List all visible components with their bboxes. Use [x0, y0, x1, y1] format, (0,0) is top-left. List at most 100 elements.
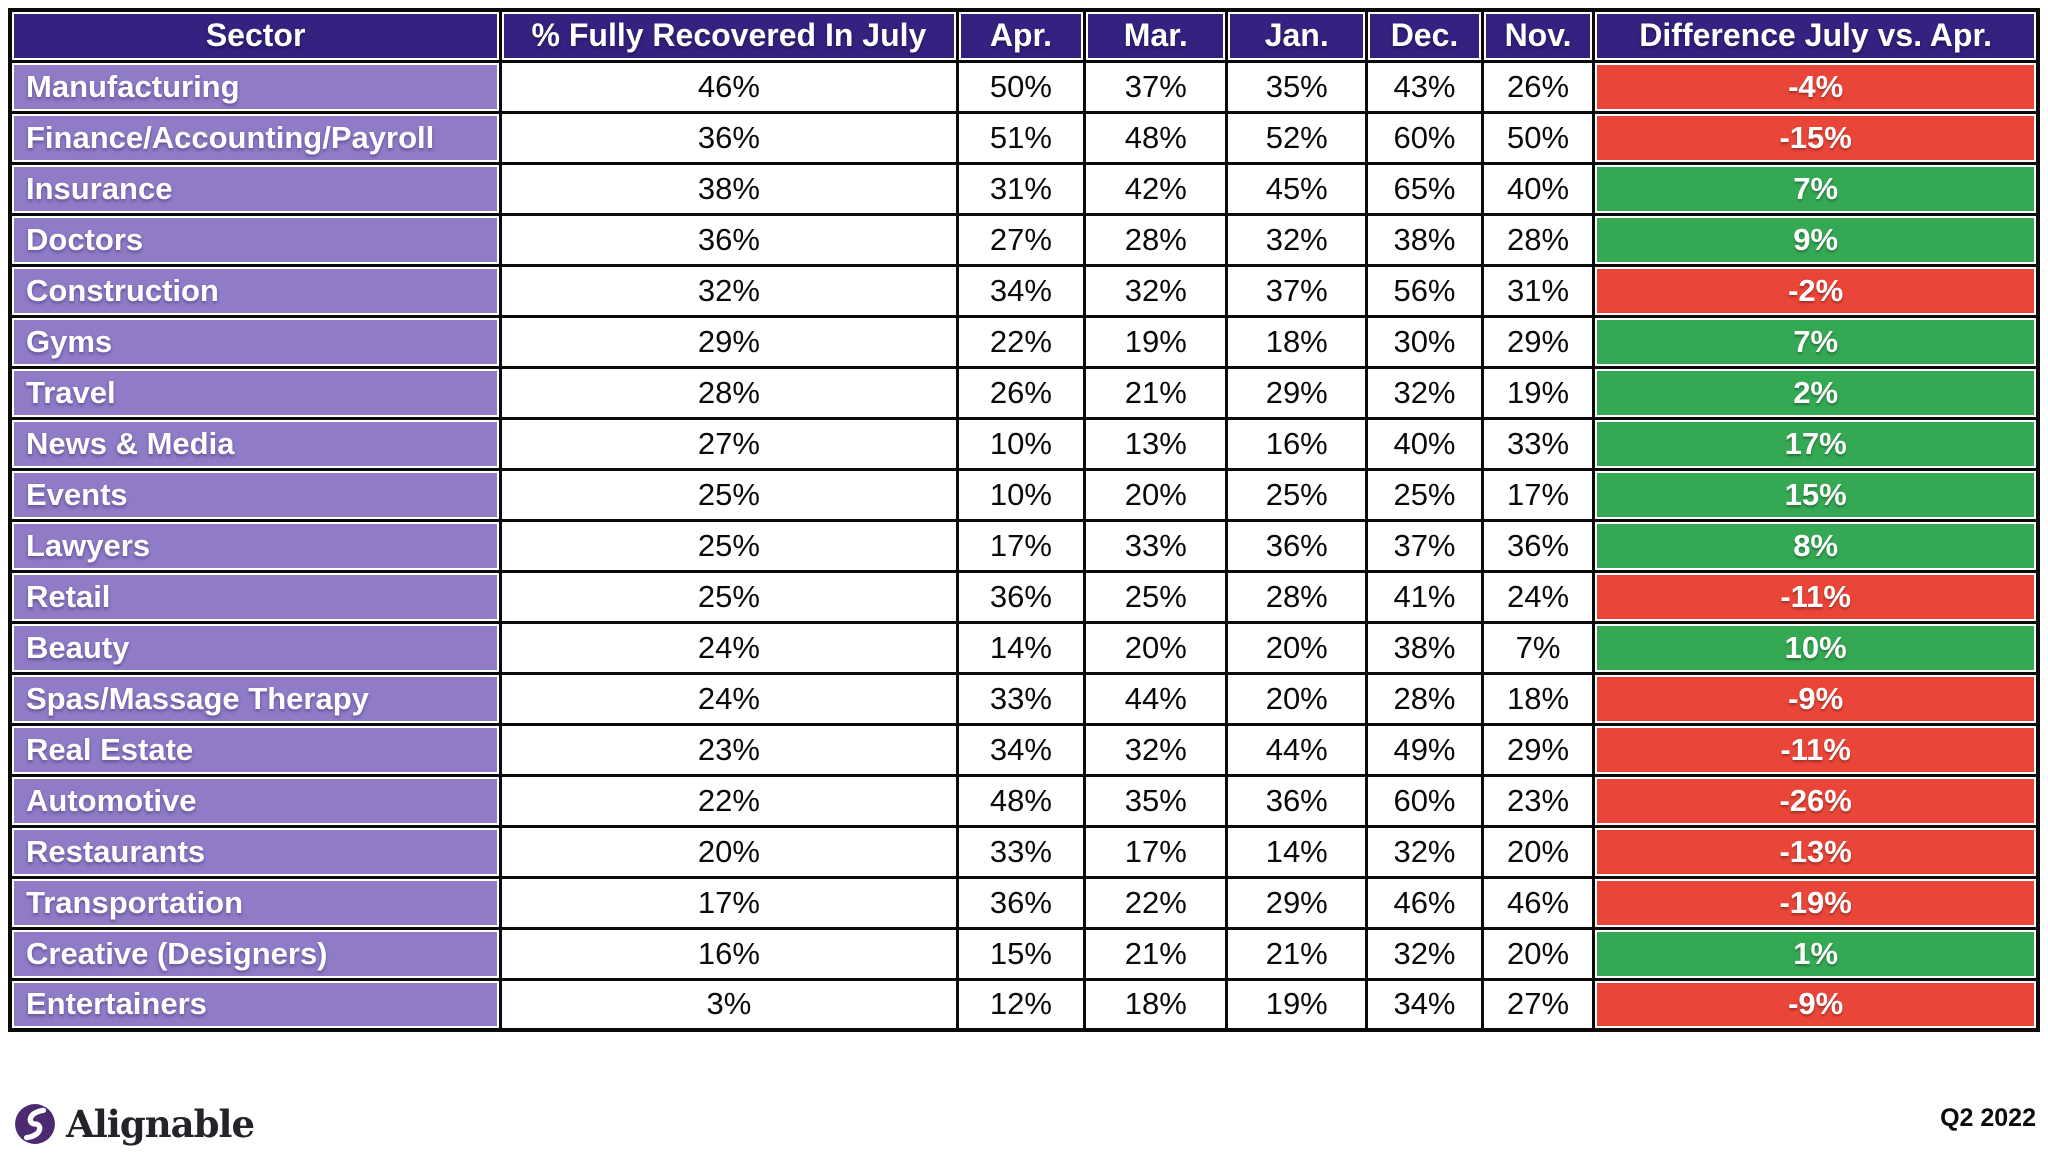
- sector-cell: Retail: [8, 569, 503, 624]
- column-header-difference: Difference July vs. Apr.: [1592, 8, 2040, 63]
- table-row: Entertainers 3% 12% 18% 19% 34% 27% -9%: [8, 977, 2040, 1032]
- nov-cell: 46%: [1480, 875, 1596, 930]
- july-cell: 36%: [499, 110, 959, 165]
- mar-cell: 42%: [1083, 161, 1229, 216]
- apr-cell: 26%: [955, 365, 1087, 420]
- mar-cell: 18%: [1083, 977, 1229, 1032]
- mar-cell: 20%: [1083, 467, 1229, 522]
- dec-cell: 65%: [1365, 161, 1484, 216]
- apr-cell: 10%: [955, 467, 1087, 522]
- mar-cell: 21%: [1083, 926, 1229, 981]
- nov-cell: 20%: [1480, 824, 1596, 879]
- difference-cell: -15%: [1592, 110, 2040, 165]
- table-row: Retail 25% 36% 25% 28% 41% 24% -11%: [8, 569, 2040, 624]
- table-body: Manufacturing 46% 50% 37% 35% 43% 26% -4…: [8, 59, 2040, 1032]
- mar-cell: 35%: [1083, 773, 1229, 828]
- sector-recovery-table: Sector % Fully Recovered In July Apr. Ma…: [8, 8, 2040, 1032]
- mar-cell: 37%: [1083, 59, 1229, 114]
- july-cell: 38%: [499, 161, 959, 216]
- jan-cell: 21%: [1225, 926, 1369, 981]
- apr-cell: 17%: [955, 518, 1087, 573]
- july-cell: 32%: [499, 263, 959, 318]
- nov-cell: 19%: [1480, 365, 1596, 420]
- jan-cell: 36%: [1225, 773, 1369, 828]
- jan-cell: 35%: [1225, 59, 1369, 114]
- jan-cell: 45%: [1225, 161, 1369, 216]
- difference-cell: -4%: [1592, 59, 2040, 114]
- july-cell: 36%: [499, 212, 959, 267]
- apr-cell: 50%: [955, 59, 1087, 114]
- sector-cell: Events: [8, 467, 503, 522]
- july-cell: 27%: [499, 416, 959, 471]
- table-row: Real Estate 23% 34% 32% 44% 49% 29% -11%: [8, 722, 2040, 777]
- table-row: Spas/Massage Therapy 24% 33% 44% 20% 28%…: [8, 671, 2040, 726]
- difference-cell: 10%: [1592, 620, 2040, 675]
- table-row: Beauty 24% 14% 20% 20% 38% 7% 10%: [8, 620, 2040, 675]
- july-cell: 23%: [499, 722, 959, 777]
- difference-cell: -11%: [1592, 569, 2040, 624]
- table-row: Travel 28% 26% 21% 29% 32% 19% 2%: [8, 365, 2040, 420]
- table-row: Doctors 36% 27% 28% 32% 38% 28% 9%: [8, 212, 2040, 267]
- alignable-logo: Alignable: [14, 1102, 255, 1146]
- dec-cell: 28%: [1365, 671, 1484, 726]
- column-header-apr: Apr.: [955, 8, 1087, 63]
- dec-cell: 49%: [1365, 722, 1484, 777]
- table-row: Finance/Accounting/Payroll 36% 51% 48% 5…: [8, 110, 2040, 165]
- nov-cell: 31%: [1480, 263, 1596, 318]
- difference-cell: -9%: [1592, 977, 2040, 1032]
- mar-cell: 48%: [1083, 110, 1229, 165]
- jan-cell: 25%: [1225, 467, 1369, 522]
- july-cell: 20%: [499, 824, 959, 879]
- jan-cell: 19%: [1225, 977, 1369, 1032]
- apr-cell: 33%: [955, 824, 1087, 879]
- dec-cell: 32%: [1365, 926, 1484, 981]
- mar-cell: 22%: [1083, 875, 1229, 930]
- dec-cell: 34%: [1365, 977, 1484, 1032]
- sector-cell: News & Media: [8, 416, 503, 471]
- nov-cell: 36%: [1480, 518, 1596, 573]
- table-row: Restaurants 20% 33% 17% 14% 32% 20% -13%: [8, 824, 2040, 879]
- july-cell: 25%: [499, 467, 959, 522]
- dec-cell: 46%: [1365, 875, 1484, 930]
- nov-cell: 7%: [1480, 620, 1596, 675]
- jan-cell: 29%: [1225, 875, 1369, 930]
- july-cell: 17%: [499, 875, 959, 930]
- column-header-nov: Nov.: [1480, 8, 1596, 63]
- sector-cell: Finance/Accounting/Payroll: [8, 110, 503, 165]
- mar-cell: 32%: [1083, 722, 1229, 777]
- dec-cell: 40%: [1365, 416, 1484, 471]
- apr-cell: 14%: [955, 620, 1087, 675]
- difference-cell: -13%: [1592, 824, 2040, 879]
- apr-cell: 10%: [955, 416, 1087, 471]
- footer: Alignable Q2 2022: [0, 1096, 2048, 1153]
- apr-cell: 27%: [955, 212, 1087, 267]
- sector-cell: Restaurants: [8, 824, 503, 879]
- jan-cell: 37%: [1225, 263, 1369, 318]
- table-row: Construction 32% 34% 32% 37% 56% 31% -2%: [8, 263, 2040, 318]
- nov-cell: 40%: [1480, 161, 1596, 216]
- dec-cell: 43%: [1365, 59, 1484, 114]
- nov-cell: 23%: [1480, 773, 1596, 828]
- jan-cell: 36%: [1225, 518, 1369, 573]
- july-cell: 25%: [499, 569, 959, 624]
- dec-cell: 32%: [1365, 365, 1484, 420]
- july-cell: 22%: [499, 773, 959, 828]
- sector-cell: Insurance: [8, 161, 503, 216]
- alignable-swirl-icon: [15, 1104, 55, 1144]
- table-header-row: Sector % Fully Recovered In July Apr. Ma…: [8, 8, 2040, 63]
- sector-cell: Gyms: [8, 314, 503, 369]
- july-cell: 28%: [499, 365, 959, 420]
- dec-cell: 41%: [1365, 569, 1484, 624]
- difference-cell: 7%: [1592, 314, 2040, 369]
- difference-cell: -2%: [1592, 263, 2040, 318]
- sector-cell: Creative (Designers): [8, 926, 503, 981]
- mar-cell: 21%: [1083, 365, 1229, 420]
- table-row: Transportation 17% 36% 22% 29% 46% 46% -…: [8, 875, 2040, 930]
- nov-cell: 24%: [1480, 569, 1596, 624]
- apr-cell: 36%: [955, 569, 1087, 624]
- apr-cell: 36%: [955, 875, 1087, 930]
- apr-cell: 15%: [955, 926, 1087, 981]
- nov-cell: 27%: [1480, 977, 1596, 1032]
- table-row: Gyms 29% 22% 19% 18% 30% 29% 7%: [8, 314, 2040, 369]
